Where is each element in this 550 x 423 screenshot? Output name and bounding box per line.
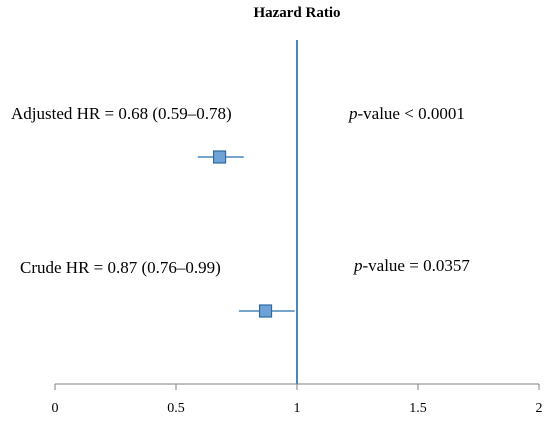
- hr-point: [258, 304, 273, 318]
- x-tick-label: 0: [52, 401, 59, 416]
- x-tick-label: 2: [536, 401, 543, 416]
- x-tick-label: 1.5: [409, 401, 427, 416]
- x-tick-label: 0.5: [167, 401, 185, 416]
- plot-area: 0 0.5 1 1.5 2 Adjusted HR = 0.68 (0.59–0.78) p…: [11, 40, 543, 416]
- row-label: Adjusted HR = 0.68 (0.59–0.78): [11, 104, 232, 123]
- x-tick-label: 1: [294, 401, 301, 416]
- p-value-label: p-value < 0.0001: [348, 104, 465, 123]
- chart-title: Hazard Ratio: [253, 5, 340, 21]
- hr-point: [212, 150, 227, 164]
- row-label: Crude HR = 0.87 (0.76–0.99): [20, 258, 221, 277]
- p-value-label: p-value = 0.0357: [353, 256, 470, 275]
